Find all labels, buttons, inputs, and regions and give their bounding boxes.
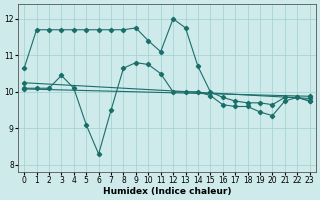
X-axis label: Humidex (Indice chaleur): Humidex (Indice chaleur) bbox=[103, 187, 231, 196]
